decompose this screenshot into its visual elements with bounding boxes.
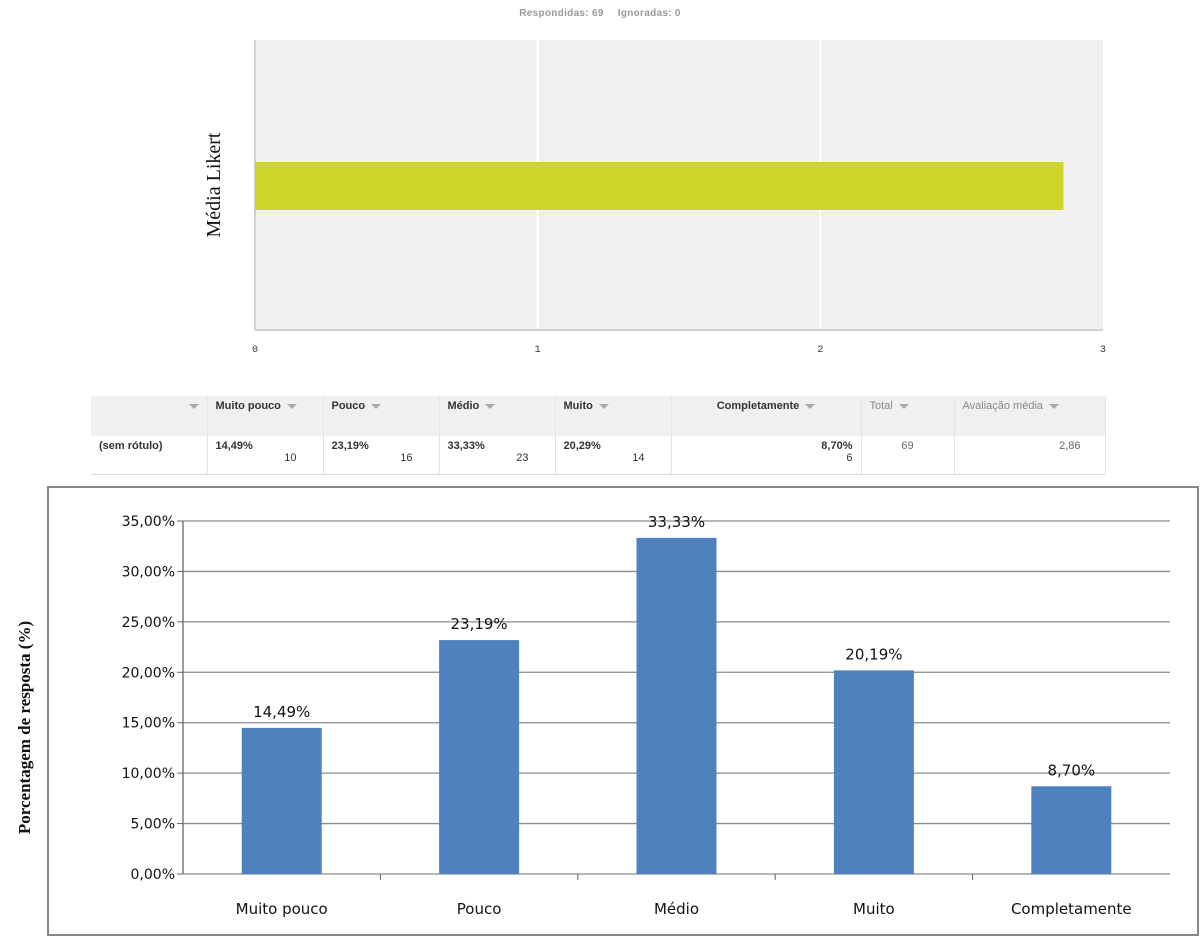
data-label: 33,33% xyxy=(648,513,705,531)
x-tick-label: Muito pouco xyxy=(236,900,328,918)
chart-frame xyxy=(47,486,1199,936)
sort-caret-icon xyxy=(805,403,816,409)
row-label: (sem rótulo) xyxy=(91,436,208,474)
sort-caret-icon xyxy=(188,403,199,409)
data-label: 14,49% xyxy=(253,703,310,721)
likert-average-chart: 0 1 2 3 Média Likert xyxy=(203,40,1106,356)
col-header-muito[interactable]: Muito xyxy=(555,396,672,436)
table-header-row: Muito pouco Pouco Médio Muito Completame… xyxy=(91,396,1106,436)
bar-2 xyxy=(636,537,717,874)
y-tick-label: 20,00% xyxy=(122,665,175,681)
data-label: 8,70% xyxy=(1047,761,1095,779)
row-label-header[interactable] xyxy=(91,396,208,436)
y-tick-label: 15,00% xyxy=(122,716,175,732)
sort-caret-icon xyxy=(598,403,609,409)
y-tick-label: 35,00% xyxy=(122,514,175,530)
response-summary: Respondidas: 69 Ignoradas: 0 xyxy=(0,8,1200,19)
bar-4 xyxy=(1031,786,1112,874)
y-axis-label: Porcentagem de resposta (%) xyxy=(15,621,34,834)
likert-table: Muito pouco Pouco Médio Muito Completame… xyxy=(91,396,1106,475)
data-label: 23,19% xyxy=(450,615,507,633)
cell-total: 69 xyxy=(861,436,955,474)
sort-caret-icon xyxy=(1049,403,1060,409)
y-tick-label: 30,00% xyxy=(122,564,175,580)
table-row: (sem rótulo) 14,49% 10 23,19% 16 33,33% 23 … xyxy=(91,436,1106,474)
y-tick-label: 10,00% xyxy=(122,766,175,782)
x-tick-label: Muito xyxy=(853,900,895,918)
sort-caret-icon xyxy=(286,403,297,409)
col-header-pouco[interactable]: Pouco xyxy=(323,396,440,436)
sort-caret-icon xyxy=(898,403,909,409)
x-tick-label: Completamente xyxy=(1011,900,1132,918)
y-axis-label: Média Likert xyxy=(203,132,225,237)
x-tick-label: 1 xyxy=(535,345,541,356)
cell-medio: 33,33% 23 xyxy=(439,436,556,474)
bar-0 xyxy=(241,727,322,874)
data-label: 20,19% xyxy=(845,645,902,663)
cell-completamente: 8,70% 6 xyxy=(671,436,862,474)
col-header-total[interactable]: Total xyxy=(861,396,955,436)
bar-media-likert xyxy=(255,162,1064,210)
col-header-average[interactable]: Avaliação média xyxy=(954,396,1106,436)
col-header-muito-pouco[interactable]: Muito pouco xyxy=(207,396,324,436)
skipped-count: Ignoradas: 0 xyxy=(617,8,681,19)
cell-average: 2,86 xyxy=(954,436,1106,474)
col-header-medio[interactable]: Médio xyxy=(439,396,556,436)
x-tick-label: 2 xyxy=(817,345,823,356)
x-tick-label: Médio xyxy=(654,900,699,918)
x-tick-label: Pouco xyxy=(457,900,502,918)
bar-3 xyxy=(833,670,914,874)
sort-caret-icon xyxy=(371,403,382,409)
answered-count: Respondidas: 69 xyxy=(519,8,604,19)
y-tick-label: 0,00% xyxy=(131,867,175,883)
sort-caret-icon xyxy=(485,403,496,409)
col-header-completamente[interactable]: Completamente xyxy=(671,396,862,436)
y-tick-label: 25,00% xyxy=(122,615,175,631)
cell-pouco: 23,19% 16 xyxy=(323,436,440,474)
bar-1 xyxy=(439,640,520,874)
x-tick-label: 0 xyxy=(252,345,258,356)
y-tick-label: 5,00% xyxy=(131,817,175,833)
cell-muito-pouco: 14,49% 10 xyxy=(207,436,324,474)
cell-muito: 20,29% 14 xyxy=(555,436,672,474)
x-tick-label: 3 xyxy=(1100,345,1106,356)
